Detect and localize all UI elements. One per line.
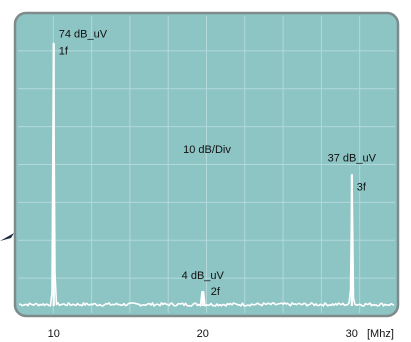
harmonic-label: 1f: [59, 45, 69, 57]
peak-value-label: 74 dB_uV: [59, 28, 108, 40]
harmonic-label: 2f: [211, 286, 221, 298]
spectrum-trace: [18, 42, 395, 307]
peak-value-label: 37 dB_uV: [328, 153, 377, 165]
harmonic-label: 3f: [357, 182, 367, 194]
x-tick-label: 10: [48, 328, 60, 340]
peak-value-label: 4 dB_uV: [182, 270, 225, 282]
x-tick-label: 20: [197, 328, 209, 340]
x-axis-ticks: 10 20 30: [48, 328, 358, 340]
x-axis-unit: [Mhz]: [367, 328, 394, 340]
annotation-layer: 74 dB_uV 1f 4 dB_uV 2f 37 dB_uV 3f: [52, 28, 377, 306]
scale-label: 10 dB/Div: [183, 144, 231, 156]
pointer-arrow-icon: [0, 233, 14, 241]
x-tick-label: 30: [346, 328, 358, 340]
grid-lines: [18, 16, 395, 313]
